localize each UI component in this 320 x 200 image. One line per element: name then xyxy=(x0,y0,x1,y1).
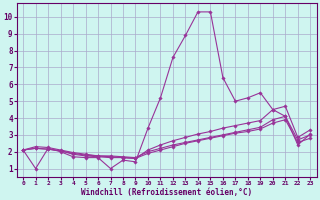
X-axis label: Windchill (Refroidissement éolien,°C): Windchill (Refroidissement éolien,°C) xyxy=(81,188,252,197)
